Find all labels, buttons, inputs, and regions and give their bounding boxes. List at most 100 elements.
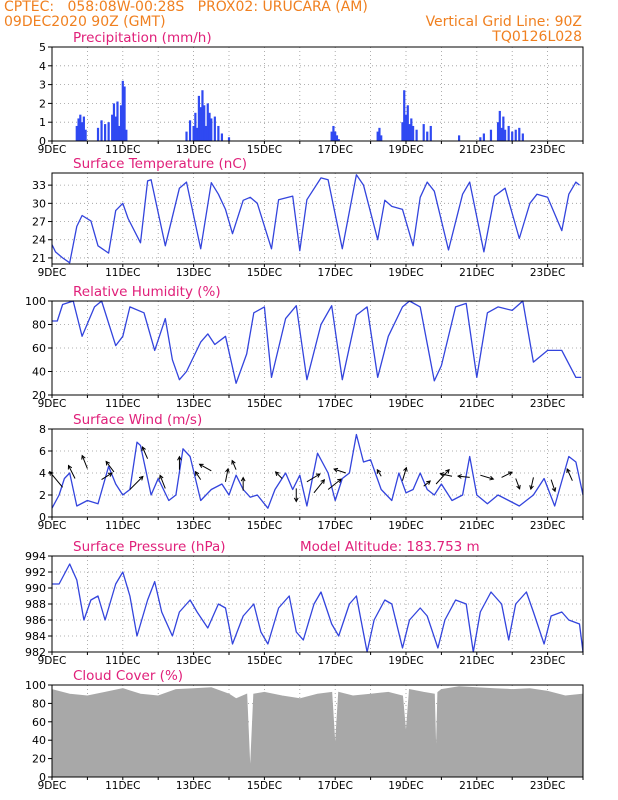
y-tick-label: 30	[32, 197, 46, 210]
precip-bar	[104, 124, 107, 141]
y-tick-label: 0	[39, 771, 46, 784]
wind-arrow-shaft	[101, 472, 113, 481]
x-tick-label: 21DEC	[459, 655, 494, 667]
x-tick-label: 23DEC	[530, 780, 565, 792]
precip-bar	[489, 129, 493, 141]
precip-bar	[112, 103, 116, 141]
y-tick-label: 24	[32, 234, 46, 247]
wind-arrow-shaft	[566, 468, 573, 481]
precip-bar	[479, 137, 482, 141]
x-tick-label: 9DEC	[38, 780, 67, 792]
precip-bar	[116, 101, 119, 141]
x-tick-label: 11DEC	[105, 780, 140, 792]
panel-title: Precipitation (mm/h)	[73, 30, 212, 46]
precip-bar	[79, 114, 82, 141]
precip-bar	[119, 105, 123, 141]
x-tick-label: 17DEC	[317, 780, 352, 792]
precip-bar	[77, 118, 80, 141]
x-tick-label: 15DEC	[247, 655, 282, 667]
precip-bar	[502, 116, 505, 141]
precip-bar	[217, 125, 220, 141]
y-tick-label: 80	[32, 697, 46, 710]
wind-arrow-head	[159, 474, 164, 480]
panel-6: Cloud Cover (%) 0 20 40 60 80 100 9DEC 11DEC 13DE…	[25, 668, 584, 792]
wind-arrow-head	[507, 471, 513, 476]
precip-bar	[408, 124, 411, 141]
y-tick-label: 984	[25, 630, 46, 643]
series-line	[51, 433, 584, 509]
x-tick-label: 9DEC	[38, 144, 67, 156]
y-tick-label: 992	[25, 566, 46, 579]
wind-arrow-head	[489, 475, 495, 481]
precip-bar	[334, 131, 337, 141]
x-tick-label: 17DEC	[317, 267, 352, 279]
precip-bar	[203, 105, 206, 141]
wind-arrow-shaft	[327, 478, 342, 490]
wind-arrow-head	[67, 464, 73, 470]
wind-arrow-shaft	[199, 463, 212, 472]
wind-arrow-head	[81, 454, 86, 460]
x-tick-label: 21DEC	[459, 267, 494, 279]
wind-arrow-head	[337, 478, 342, 483]
precip-bar	[458, 135, 461, 141]
header-line1: CPTEC: 058:08W-00:28S PROX02: URUCARA (A…	[4, 0, 368, 15]
wind-arrow-head	[516, 484, 521, 490]
x-tick-label: 15DEC	[247, 398, 282, 410]
x-tick-label: 23DEC	[530, 398, 565, 410]
precip-bar	[194, 112, 197, 141]
wind-arrow-head	[456, 474, 462, 479]
x-tick-label: 13DEC	[176, 267, 211, 279]
y-tick-label: 994	[25, 550, 46, 563]
x-tick-label: 17DEC	[317, 655, 352, 667]
precip-bar	[82, 116, 85, 141]
precip-bar	[411, 125, 415, 141]
precip-bar	[415, 129, 418, 141]
precip-bar	[213, 116, 216, 141]
x-tick-label: 17DEC	[317, 520, 352, 532]
wind-arrow-shaft	[376, 469, 382, 477]
precip-bar	[204, 125, 208, 141]
precip-bar	[507, 125, 510, 141]
wind-arrow-head	[105, 460, 110, 466]
precip-bar	[118, 125, 121, 141]
wind-arrow-head	[315, 473, 321, 478]
wind-arrow-head	[293, 497, 299, 503]
x-tick-label: 15DEC	[247, 144, 282, 156]
y-tick-label: 20	[32, 753, 46, 766]
x-tick-label: 21DEC	[459, 520, 494, 532]
wind-arrow-head	[194, 470, 200, 476]
header-model-id: TQ0126L028	[492, 29, 582, 45]
x-tick-label: 19DEC	[388, 780, 423, 792]
precip-bar	[197, 95, 201, 141]
x-tick-label: 19DEC	[388, 267, 423, 279]
wind-arrow-shaft	[224, 468, 229, 482]
wind-arrow-head	[529, 485, 534, 491]
wind-arrow-head	[403, 466, 408, 472]
x-tick-label: 13DEC	[176, 144, 211, 156]
header-run-time: 09DEC2020 90Z (GMT)	[4, 14, 166, 30]
x-tick-label: 13DEC	[176, 780, 211, 792]
x-tick-label: 11DEC	[105, 655, 140, 667]
panel-5: Surface Pressure (hPa) 982 984 986 988 990 992…	[25, 539, 584, 667]
wind-arrow-shaft	[81, 455, 88, 469]
wind-arrow-head	[225, 467, 230, 473]
x-tick-label: 21DEC	[459, 398, 494, 410]
precip-bar	[100, 120, 103, 141]
panel-3: Relative Humidity (%) 20 40 60 80 100 9DEC 11DE…	[25, 284, 584, 410]
x-tick-label: 23DEC	[530, 655, 565, 667]
precip-bar	[111, 114, 114, 141]
y-tick-label: 6	[39, 445, 46, 458]
wind-arrow-shaft	[457, 475, 470, 478]
wind-arrow-shaft	[313, 479, 325, 494]
x-tick-label: 19DEC	[388, 520, 423, 532]
x-tick-label: 23DEC	[530, 520, 565, 532]
x-tick-label: 13DEC	[176, 520, 211, 532]
wind-arrow-head	[333, 467, 339, 473]
precip-bar	[208, 112, 211, 141]
wind-arrow-shaft	[440, 473, 453, 477]
y-tick-label: 990	[25, 582, 46, 595]
precip-bar	[332, 125, 335, 141]
x-tick-label: 9DEC	[38, 520, 67, 532]
y-tick-label: 3	[39, 79, 46, 92]
